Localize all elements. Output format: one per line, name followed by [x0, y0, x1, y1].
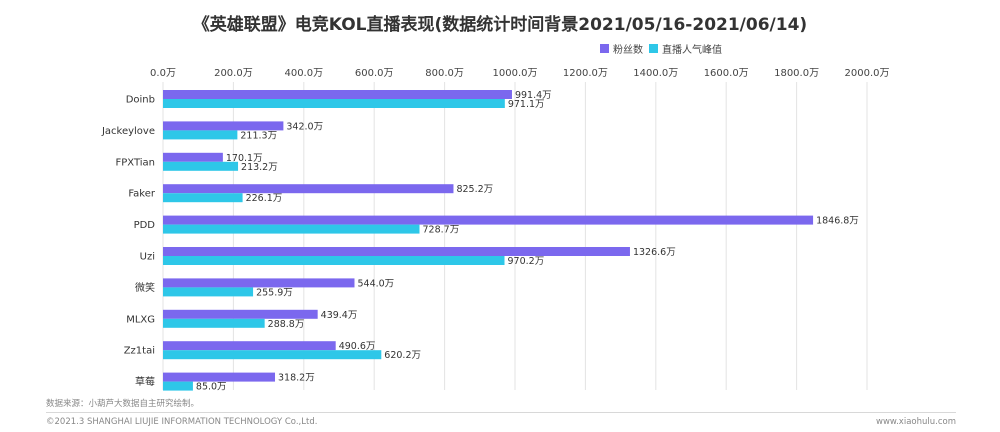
legend: 粉丝数 直播人气峰值 — [600, 41, 728, 56]
bar-fans — [163, 152, 223, 162]
bar-peak — [163, 318, 265, 328]
category-label: Doinb — [126, 95, 155, 106]
data-label: 1326.6万 — [633, 247, 676, 258]
legend-label-peak: 直播人气峰值 — [662, 45, 722, 56]
bar-peak — [163, 381, 193, 391]
legend-label-fans: 粉丝数 — [613, 45, 643, 56]
x-tick-label: 600.0万 — [355, 68, 394, 79]
data-label: 211.3万 — [240, 130, 277, 141]
bar-fans — [163, 90, 512, 99]
category-label: Zz1tai — [124, 346, 155, 357]
data-label: 226.1万 — [246, 193, 283, 204]
x-tick-label: 200.0万 — [214, 68, 253, 79]
x-tick-label: 1400.0万 — [633, 68, 678, 79]
x-tick-label: 1200.0万 — [563, 68, 608, 79]
bar-peak — [163, 224, 420, 234]
bar-fans — [163, 247, 630, 256]
data-label: 1846.8万 — [816, 216, 859, 227]
category-label: Uzi — [140, 252, 155, 263]
category-label: Faker — [128, 189, 156, 200]
bar-fans — [163, 341, 336, 351]
category-label: 微笑 — [135, 281, 155, 294]
bar-fans — [163, 184, 454, 194]
bar-fans — [163, 309, 318, 319]
bar-peak — [163, 256, 505, 265]
data-label: 255.9万 — [256, 287, 293, 298]
data-label: 85.0万 — [196, 382, 227, 393]
data-label: 825.2万 — [456, 184, 493, 195]
x-tick-label: 1600.0万 — [704, 68, 749, 79]
site-url: www.xiaohulu.com — [876, 417, 956, 427]
data-label: 620.2万 — [384, 350, 421, 361]
legend-item-fans: 粉丝数 — [600, 41, 643, 56]
x-tick-label: 1000.0万 — [493, 68, 538, 79]
bar-peak — [163, 130, 238, 140]
x-tick-label: 0.0万 — [150, 68, 176, 79]
category-label: 草莓 — [135, 376, 155, 388]
data-label: 342.0万 — [286, 121, 323, 132]
legend-swatch-peak — [649, 44, 658, 53]
category-label: FPXTian — [115, 157, 155, 168]
data-label: 213.2万 — [241, 162, 278, 173]
data-label: 728.7万 — [423, 225, 460, 236]
category-label: PDD — [134, 220, 156, 231]
bar-peak — [163, 287, 254, 297]
grid-lines — [162, 82, 868, 390]
bar-fans — [163, 121, 284, 131]
bar-peak — [163, 193, 243, 203]
source-note: 数据来源：小葫芦大数据自主研究绘制。 — [46, 399, 200, 409]
data-label: 991.4万 — [515, 90, 552, 101]
bar-peak — [163, 350, 382, 360]
bar-peak — [163, 99, 505, 108]
data-label: 490.6万 — [339, 341, 376, 352]
data-label: 970.2万 — [508, 256, 545, 267]
bars — [163, 90, 814, 391]
bar-fans — [163, 278, 355, 288]
category-label: Jackeylove — [101, 126, 155, 137]
bar-peak — [163, 161, 239, 171]
x-tick-label: 800.0万 — [425, 68, 464, 79]
data-label: 544.0万 — [357, 278, 394, 289]
footer-divider — [46, 412, 956, 413]
data-label: 170.1万 — [226, 153, 263, 164]
category-labels: Doinb Jackeylove FPXTian Faker PDD Uzi 微笑 MLXG Z… — [101, 95, 156, 389]
x-tick-label: 400.0万 — [284, 68, 323, 79]
x-tick-label: 1800.0万 — [774, 68, 819, 79]
data-label: 318.2万 — [278, 373, 315, 384]
data-label: 971.1万 — [508, 99, 545, 110]
copyright-text: ©2021.3 SHANGHAI LIUJIE INFORMATION TECH… — [46, 417, 318, 427]
category-label: MLXG — [126, 314, 155, 325]
x-tick-label: 2000.0万 — [845, 68, 890, 79]
data-label: 288.8万 — [268, 319, 305, 330]
axis-tick-labels: 0.0万 200.0万 400.0万 600.0万 800.0万 1000.0万 1200.… — [150, 68, 889, 79]
legend-item-peak: 直播人气峰值 — [649, 41, 722, 56]
bar-fans — [163, 215, 814, 225]
bar-fans — [163, 372, 276, 382]
chart-title: 《英雄联盟》电竞KOL直播表现(数据统计时间背景2021/05/16-2021/… — [192, 15, 808, 35]
data-label: 439.4万 — [321, 310, 358, 321]
legend-swatch-fans — [600, 44, 609, 53]
